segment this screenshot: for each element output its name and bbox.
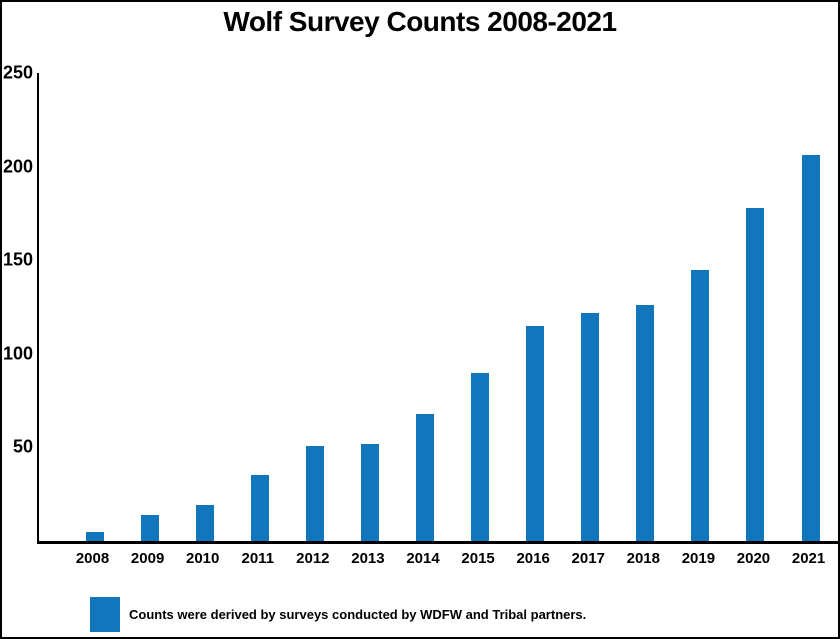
y-axis-labels: 50 100 150 200 250	[2, 63, 33, 541]
bar-2019	[691, 269, 710, 541]
y-tick-label-100: 100	[2, 343, 33, 364]
bar-2017	[581, 312, 600, 541]
bar-col-2010	[177, 73, 232, 541]
x-tick-label-2016: 2016	[516, 550, 550, 567]
bar-2016	[526, 325, 545, 541]
bar-2009	[140, 514, 159, 541]
bar-2021	[801, 155, 820, 541]
x-tick-label-2018: 2018	[626, 550, 660, 567]
bar-2008	[85, 531, 104, 541]
legend: Counts were derived by surveys conducted…	[90, 597, 586, 632]
x-tick-label-2020: 2020	[736, 550, 771, 567]
x-tick-label-2017: 2017	[571, 550, 605, 567]
bar-col-2019	[673, 73, 728, 541]
legend-label: Counts were derived by surveys conducted…	[129, 607, 587, 622]
bar-2011	[250, 475, 269, 541]
bar-col-2021	[783, 73, 838, 541]
x-tick-label-2014: 2014	[406, 550, 440, 567]
bar-2018	[636, 305, 655, 541]
x-tick-label-2009: 2009	[130, 550, 165, 567]
bar-2010	[195, 505, 214, 541]
x-tick-label-2011: 2011	[241, 550, 275, 567]
y-tick-label-150: 150	[2, 249, 33, 270]
legend-swatch	[90, 597, 120, 632]
bar-2020	[746, 207, 765, 541]
y-tick-label-250: 250	[2, 62, 33, 83]
bar-col-2015	[453, 73, 508, 541]
bar-col-2011	[232, 73, 287, 541]
bar-col-2016	[508, 73, 563, 541]
bar-col-2012	[287, 73, 342, 541]
x-tick-label-2010: 2010	[186, 550, 220, 567]
bars-row	[67, 73, 838, 541]
bar-2015	[471, 372, 490, 541]
x-tick-label-2012: 2012	[296, 550, 330, 567]
bar-col-2013	[342, 73, 397, 541]
x-tick-label-2019: 2019	[681, 550, 716, 567]
x-axis-labels: 2008 2009 2010 2011 2012 2013 2014 2015 2016 2017…	[65, 550, 836, 567]
bar-col-2008	[67, 73, 122, 541]
x-tick-label-2008: 2008	[75, 550, 110, 567]
bar-2014	[416, 413, 434, 541]
bar-col-2018	[618, 73, 673, 541]
y-tick-label-50: 50	[12, 436, 33, 457]
plot-area	[37, 73, 838, 544]
chart-title: Wolf Survey Counts 2008-2021	[223, 6, 617, 37]
bar-2013	[360, 443, 379, 541]
y-tick-label-200: 200	[2, 156, 33, 177]
bar-col-2014	[397, 73, 452, 541]
bar-col-2009	[122, 73, 177, 541]
bar-2012	[305, 445, 324, 541]
x-tick-label-2021: 2021	[791, 550, 826, 567]
x-tick-label-2015: 2015	[461, 550, 495, 567]
x-tick-label-2013: 2013	[351, 550, 385, 567]
bar-col-2017	[563, 73, 618, 541]
bar-col-2020	[728, 73, 783, 541]
